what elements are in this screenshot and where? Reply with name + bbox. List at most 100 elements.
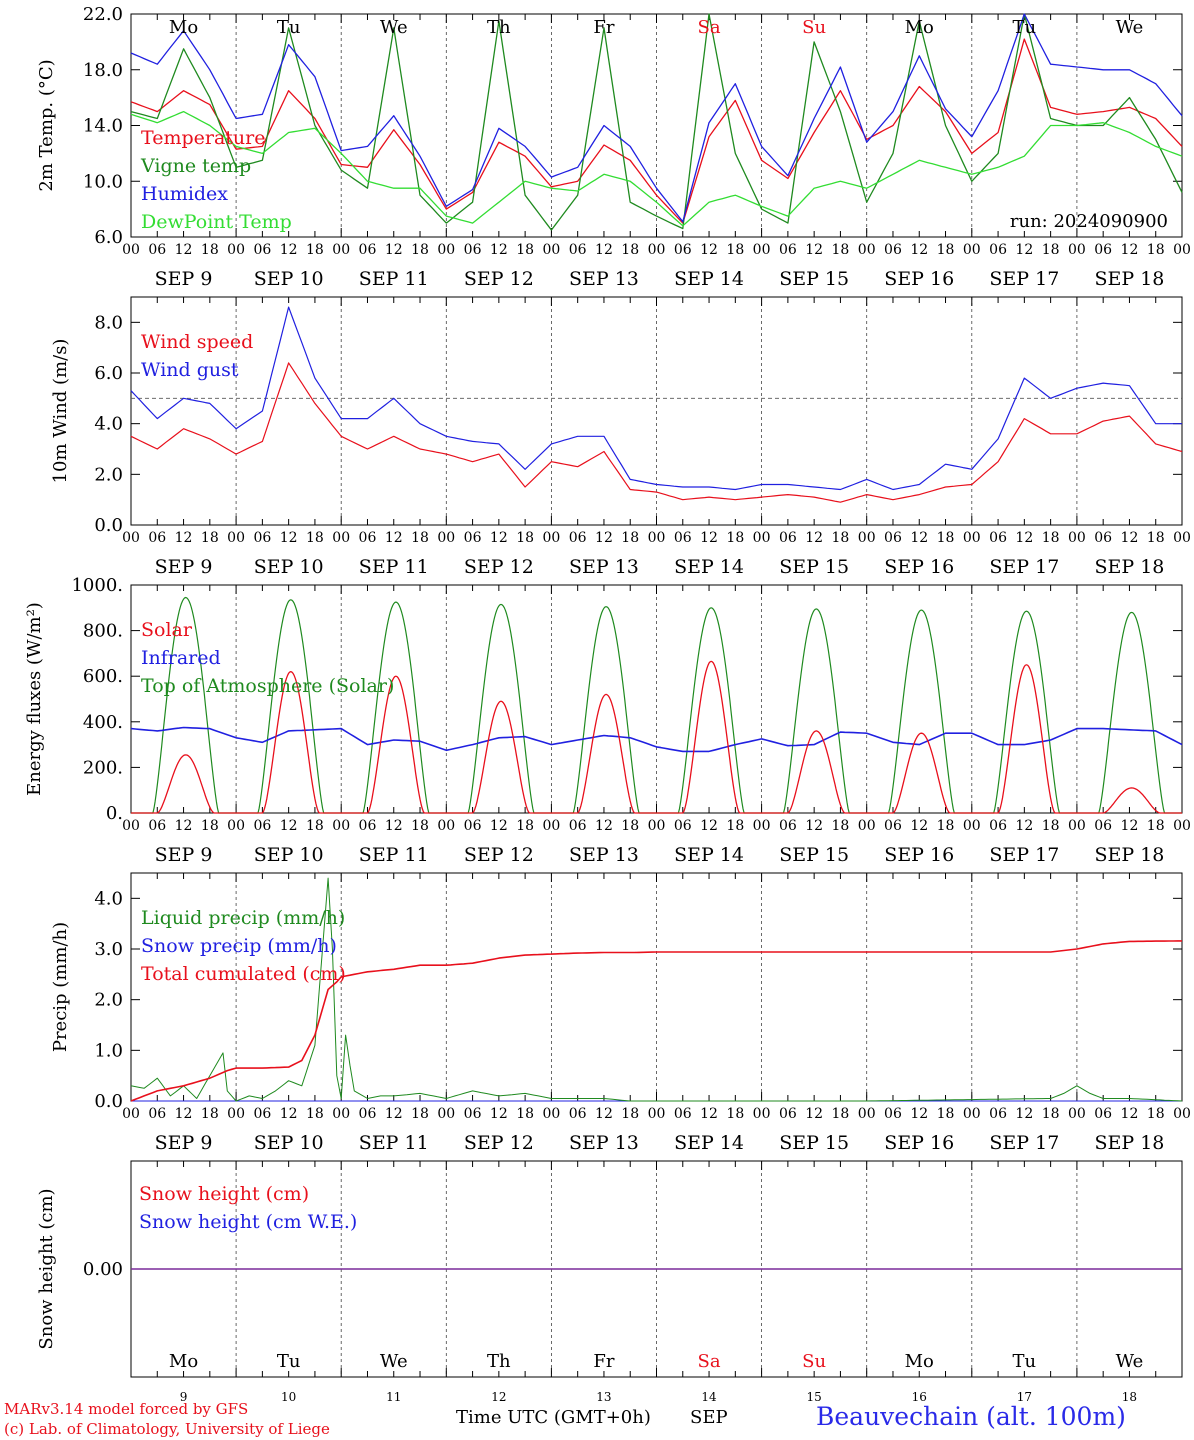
- legend-entry: Infrared: [141, 647, 221, 669]
- hour-label: 18: [937, 818, 955, 834]
- hour-label: 06: [779, 818, 797, 834]
- hour-label: 12: [280, 242, 298, 258]
- date-label: SEP 15: [779, 1132, 849, 1154]
- hour-label: 18: [306, 1106, 324, 1122]
- date-label: SEP 12: [464, 556, 534, 578]
- hour-label: 18: [1147, 818, 1165, 834]
- hour-label: 06: [884, 1106, 902, 1122]
- series-line: [130, 726, 1183, 753]
- date-label: SEP 12: [464, 268, 534, 290]
- hour-label: 12: [1015, 242, 1033, 258]
- date-label: SEP 17: [989, 844, 1059, 866]
- y-tick-label: 800.: [83, 621, 123, 642]
- date-label: SEP 18: [1095, 268, 1165, 290]
- hour-label: 00: [1068, 530, 1086, 546]
- weekday-label: Th: [487, 17, 511, 38]
- hour-label: 06: [253, 1106, 271, 1122]
- weekday-label: Sa: [698, 1351, 721, 1372]
- weekday-label: Fr: [593, 17, 614, 38]
- legend-entry: Snow height (cm): [139, 1183, 309, 1205]
- y-tick-label: 0.0: [94, 1091, 123, 1112]
- hour-label: 00: [963, 818, 981, 834]
- hour-label: 00: [437, 818, 455, 834]
- hour-label: 12: [1121, 242, 1139, 258]
- day-number-label: 15: [807, 1390, 822, 1404]
- series-line: [130, 877, 1183, 1102]
- y-tick-label: 10.0: [83, 171, 123, 192]
- y-tick-label: 0.: [106, 803, 123, 824]
- hour-label: 00: [1173, 1106, 1191, 1122]
- hour-label: 12: [595, 1106, 613, 1122]
- hour-label: 12: [595, 818, 613, 834]
- hour-label: 12: [490, 242, 508, 258]
- y-tick-label: 4.0: [94, 888, 123, 909]
- hour-label: 12: [1121, 818, 1139, 834]
- y-tick-label: 1.0: [94, 1040, 123, 1061]
- hour-label: 06: [464, 530, 482, 546]
- date-label: SEP 17: [989, 1132, 1059, 1154]
- legend-entry: Wind gust: [141, 359, 239, 381]
- hour-label: 18: [411, 530, 429, 546]
- hour-label: 18: [201, 818, 219, 834]
- date-label: SEP 17: [989, 556, 1059, 578]
- hour-label: 12: [175, 242, 193, 258]
- date-label: SEP 11: [359, 1132, 429, 1154]
- hour-label: 18: [411, 242, 429, 258]
- hour-label: 00: [227, 530, 245, 546]
- hour-label: 06: [884, 530, 902, 546]
- hour-label: 18: [621, 242, 639, 258]
- hour-label: 12: [1121, 530, 1139, 546]
- hour-label: 00: [542, 530, 560, 546]
- hour-label: 00: [648, 818, 666, 834]
- day-number-label: 16: [912, 1390, 927, 1404]
- date-label: SEP 9: [155, 844, 213, 866]
- hour-label: 12: [280, 1106, 298, 1122]
- weekday-label: Fr: [593, 1351, 614, 1372]
- y-axis-title: Precip (mm/h): [50, 922, 71, 1052]
- y-tick-label: 2.0: [94, 990, 123, 1011]
- weekday-label: Sa: [698, 17, 721, 38]
- hour-label: 18: [832, 242, 850, 258]
- hour-label: 06: [359, 530, 377, 546]
- date-label: SEP 18: [1095, 1132, 1165, 1154]
- hour-label: 00: [437, 242, 455, 258]
- hour-label: 06: [253, 242, 271, 258]
- hour-label: 06: [569, 242, 587, 258]
- hour-label: 12: [805, 818, 823, 834]
- y-tick-label: 4.0: [94, 414, 123, 435]
- hour-label: 12: [1015, 818, 1033, 834]
- lab-credit: (c) Lab. of Climatology, University of L…: [4, 1420, 330, 1438]
- weekday-label: Tu: [277, 17, 301, 38]
- hour-label: 06: [1094, 530, 1112, 546]
- date-label: SEP 14: [674, 1132, 744, 1154]
- legend-entry: DewPoint Temp: [141, 211, 292, 233]
- hour-label: 06: [569, 530, 587, 546]
- date-label: SEP 16: [884, 268, 954, 290]
- hour-label: 18: [201, 242, 219, 258]
- hour-label: 00: [122, 818, 140, 834]
- hour-label: 12: [385, 1106, 403, 1122]
- legend-entry: Vigne temp: [140, 155, 251, 177]
- date-label: SEP 10: [254, 268, 324, 290]
- date-label: SEP 16: [884, 844, 954, 866]
- hour-label: 00: [542, 1106, 560, 1122]
- hour-label: 00: [227, 242, 245, 258]
- hour-label: 12: [385, 818, 403, 834]
- hour-label: 06: [148, 818, 166, 834]
- hour-label: 00: [858, 242, 876, 258]
- weekday-label: Tu: [1013, 1351, 1037, 1372]
- date-label: SEP 16: [884, 1132, 954, 1154]
- day-number-label: 11: [386, 1390, 401, 1404]
- y-tick-label: 18.0: [83, 60, 123, 81]
- hour-label: 12: [595, 242, 613, 258]
- series-line: [130, 38, 1183, 224]
- hour-label: 12: [490, 530, 508, 546]
- hour-label: 00: [332, 242, 350, 258]
- hour-label: 12: [490, 818, 508, 834]
- date-label: SEP 10: [254, 556, 324, 578]
- series-line: [130, 940, 1182, 1102]
- series-line: [130, 13, 1183, 231]
- y-tick-label: 22.0: [83, 4, 123, 25]
- hour-label: 18: [1147, 530, 1165, 546]
